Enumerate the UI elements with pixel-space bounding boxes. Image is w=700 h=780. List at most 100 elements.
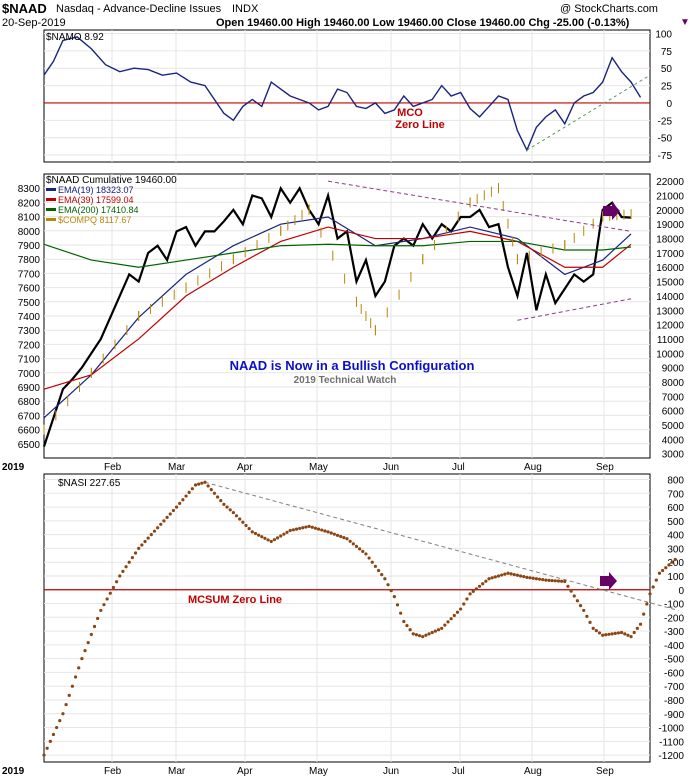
nasi-point	[563, 579, 567, 584]
nasi-point	[635, 626, 639, 630]
nasi-point	[339, 534, 343, 539]
namo-trendline	[526, 74, 651, 151]
nasi-point	[275, 536, 280, 540]
y-tick-label-left: 8000	[18, 227, 41, 238]
y-tick-label: 600	[667, 503, 684, 514]
nasi-point	[209, 488, 213, 492]
panel-frame-3	[43, 473, 651, 763]
nasi-point	[257, 533, 261, 537]
nasi-point	[468, 592, 472, 596]
y-tick-label: 75	[661, 47, 673, 58]
nasi-point	[493, 575, 497, 579]
nasi-point	[449, 617, 453, 621]
symbol-name: Nasdaq - Advance-Decline Issues	[56, 3, 222, 15]
nasi-point	[651, 585, 655, 589]
nasi-point	[285, 530, 289, 534]
nasi-point	[291, 528, 295, 532]
nasi-point	[487, 577, 491, 581]
nasi-point	[613, 631, 617, 635]
x-tick-label: Aug	[524, 766, 542, 777]
nasi-point	[515, 573, 520, 577]
y-tick-label: -1200	[658, 751, 684, 762]
nasi-point	[623, 632, 627, 636]
nasi-point	[320, 528, 324, 532]
nasi-point	[244, 523, 248, 528]
nasi-point	[64, 702, 68, 707]
nasi-point	[51, 732, 56, 737]
technical-watch-annotation: 2019 Technical Watch	[294, 375, 397, 386]
nasi-point	[225, 505, 229, 509]
panel-frame-1	[43, 29, 651, 163]
nasi-point	[638, 622, 643, 626]
nasi-point	[351, 542, 355, 546]
nasi-point	[92, 624, 97, 629]
nasi-point	[354, 544, 359, 548]
nasi-point	[477, 584, 482, 588]
nasi-point	[342, 536, 346, 540]
y-tick-label-right: 21000	[656, 192, 684, 203]
nasi-point	[253, 531, 258, 536]
legend-entry: EMA(19) 18323.07	[58, 185, 134, 195]
nasi-point	[560, 579, 564, 583]
nasi-point	[399, 611, 403, 615]
y-tick-label-right: 14000	[656, 292, 684, 303]
y-tick-label-right: 8000	[662, 378, 685, 389]
y-tick-label: -900	[664, 710, 684, 721]
nasi-point	[446, 620, 450, 624]
nasi-point	[667, 563, 671, 567]
x-tick-label: May	[309, 462, 328, 473]
y-tick-label: -1000	[658, 724, 684, 735]
nasi-point	[556, 579, 561, 583]
nasi-point	[102, 603, 106, 607]
nasi-point	[118, 574, 122, 578]
nasi-point	[307, 524, 311, 528]
y-tick-label: -300	[664, 627, 684, 638]
x-tick-label: Jun	[383, 462, 399, 473]
bullish-annotation: NAAD is Now in a Bullish Configuration	[230, 358, 475, 373]
nasi-point	[436, 628, 441, 632]
nasi-point	[430, 630, 434, 635]
nasi-point	[108, 591, 112, 595]
nasi-point	[241, 520, 245, 524]
naad-trendline-1	[327, 180, 632, 232]
nasi-point	[626, 633, 630, 637]
y-tick-label-left: 7600	[18, 284, 41, 295]
naad-title: $NAAD Cumulative 19460.00	[46, 175, 177, 186]
nasi-point	[459, 607, 463, 611]
x-tick-label: Jul	[452, 462, 465, 473]
x-tick-label: Mar	[168, 462, 186, 473]
nasi-point	[654, 578, 658, 582]
nasi-point	[421, 635, 425, 639]
nasi-point	[266, 538, 270, 542]
nasi-point	[260, 535, 264, 539]
nasi-point	[594, 629, 598, 633]
nasi-point	[566, 584, 570, 588]
nasi-point	[55, 725, 59, 730]
legend-swatch	[46, 218, 56, 221]
nasi-point	[585, 614, 589, 618]
y-tick-label-left: 7500	[18, 298, 41, 309]
x-tick-label: Sep	[596, 766, 614, 777]
nasi-point	[424, 633, 428, 637]
nasi-point	[569, 589, 573, 593]
namo-series-line	[43, 36, 642, 152]
nasi-point	[269, 539, 273, 544]
nasi-point	[389, 589, 393, 593]
nasi-point	[263, 536, 267, 540]
nasi-point	[601, 633, 605, 637]
nasi-point	[323, 529, 327, 533]
nasi-point	[509, 572, 513, 576]
nasi-point	[588, 620, 592, 624]
nasi-point	[294, 527, 299, 531]
nasi-point	[178, 501, 182, 505]
nasi-point	[440, 626, 444, 630]
nasi-point	[231, 510, 235, 515]
y-tick-label: 700	[667, 489, 684, 500]
legend-swatch	[46, 198, 56, 201]
naad-trendline-2	[517, 298, 632, 321]
legend-swatch	[46, 188, 56, 191]
nasi-point	[607, 632, 611, 636]
nasi-point	[96, 616, 100, 621]
nasi-point	[171, 508, 176, 513]
nasi-point	[152, 529, 157, 533]
